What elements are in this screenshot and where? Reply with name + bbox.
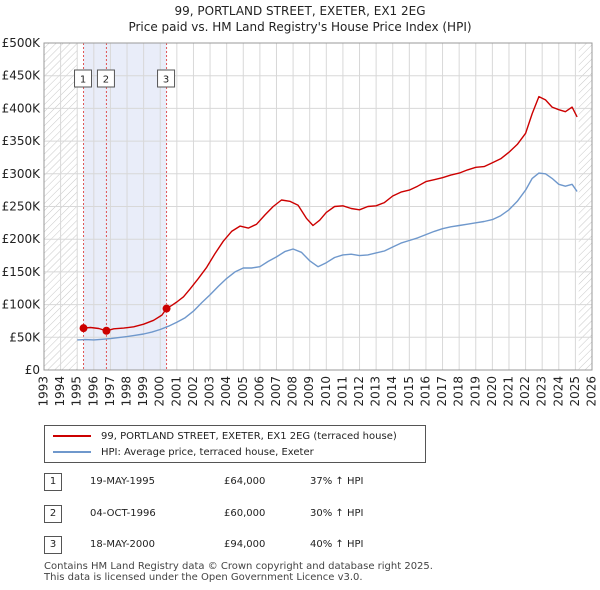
sale-marker-box — [96, 69, 115, 88]
x-tick-label: 1995 — [70, 376, 84, 407]
y-tick-label: £300K — [2, 167, 42, 181]
y-tick-label: £100K — [2, 298, 42, 312]
y-tick-label: £150K — [2, 265, 42, 279]
chart-title: 99, PORTLAND STREET, EXETER, EX1 2EG — [174, 4, 426, 18]
y-tick-label: £350K — [2, 134, 42, 148]
transaction-price: £64,000 — [224, 476, 266, 487]
x-tick-label: 2026 — [585, 376, 599, 407]
transaction-price: £94,000 — [224, 539, 266, 550]
y-tick-label: £400K — [2, 101, 42, 115]
y-tick-label: £500K — [2, 36, 42, 50]
transaction-number: 1 — [44, 473, 62, 491]
y-tick-label: £50K — [9, 330, 41, 344]
x-tick-label: 2017 — [435, 376, 449, 407]
plot-border — [43, 42, 593, 371]
y-tick-label: £250K — [2, 200, 42, 214]
transaction-price: £60,000 — [224, 508, 266, 519]
x-tick-label: 1998 — [120, 376, 134, 407]
transaction-number: 3 — [44, 536, 62, 554]
x-tick-label: 2019 — [468, 376, 482, 407]
x-tick-label: 2005 — [236, 376, 250, 407]
sale-marker-box — [157, 69, 176, 88]
x-tick-label: 2022 — [518, 376, 532, 407]
x-tick-label: 2020 — [485, 376, 499, 407]
x-tick-label: 2021 — [501, 376, 515, 407]
x-tick-label: 2002 — [186, 376, 200, 407]
x-tick-label: 2025 — [568, 376, 582, 407]
transaction-hpi: 37% ↑ HPI — [310, 476, 364, 487]
transaction-date: 19-MAY-1995 — [90, 476, 156, 487]
x-tick-label: 2001 — [169, 376, 183, 407]
chart-subtitle: Price paid vs. HM Land Registry's House … — [128, 20, 472, 34]
x-tick-label: 2010 — [319, 376, 333, 407]
x-tick-label: 2023 — [535, 376, 549, 407]
x-tick-label: 2024 — [551, 376, 565, 407]
x-tick-label: 2004 — [219, 376, 233, 407]
x-tick-label: 2009 — [302, 376, 316, 407]
sale-point — [162, 304, 171, 313]
x-tick-label: 2014 — [385, 376, 399, 407]
y-tick-label: £0 — [25, 363, 40, 377]
sale-marker-box — [74, 69, 93, 88]
x-tick-label: 2012 — [352, 376, 366, 407]
hpi-line — [77, 172, 578, 341]
sale-marker-label: 1 — [80, 75, 86, 86]
x-tick-label: 2008 — [286, 376, 300, 407]
x-tick-label: 2013 — [369, 376, 383, 407]
transaction-date: 04-OCT-1996 — [90, 508, 156, 519]
x-tick-label: 2018 — [452, 376, 466, 407]
legend-label-hpi: HPI: Average price, terraced house, Exet… — [101, 446, 314, 458]
x-tick-label: 2003 — [203, 376, 217, 407]
x-tick-label: 2007 — [269, 376, 283, 407]
footer-license: This data is licensed under the Open Gov… — [44, 572, 363, 583]
legend-item-property: 99, PORTLAND STREET, EXETER, EX1 2EG (te… — [53, 429, 397, 443]
legend-swatch-property — [53, 435, 91, 437]
x-tick-label: 2000 — [153, 376, 167, 407]
sale-marker-label: 2 — [103, 75, 109, 86]
x-tick-label: 1999 — [136, 376, 150, 407]
chart-legend: 99, PORTLAND STREET, EXETER, EX1 2EG (te… — [44, 425, 426, 463]
legend-swatch-hpi — [53, 451, 91, 453]
x-tick-label: 1993 — [37, 376, 51, 407]
y-tick-label: £450K — [2, 69, 42, 83]
transaction-hpi: 40% ↑ HPI — [310, 539, 364, 550]
x-tick-label: 2011 — [335, 376, 349, 407]
sale-point — [79, 324, 88, 333]
x-tick-label: 1996 — [86, 376, 100, 407]
sale-marker-label: 3 — [163, 75, 169, 86]
transaction-hpi: 30% ↑ HPI — [310, 508, 364, 519]
x-tick-label: 2016 — [418, 376, 432, 407]
footer: Contains HM Land Registry data © Crown c… — [44, 561, 433, 583]
transaction-date: 18-MAY-2000 — [90, 539, 156, 550]
y-tick-label: £200K — [2, 232, 42, 246]
legend-item-hpi: HPI: Average price, terraced house, Exet… — [53, 445, 314, 459]
x-tick-label: 2015 — [402, 376, 416, 407]
x-tick-label: 1997 — [103, 376, 117, 407]
transaction-number: 2 — [44, 505, 62, 523]
footer-copyright: Contains HM Land Registry data © Crown c… — [44, 561, 433, 572]
price-chart: 1 2 3 £0 £50K £100K £150K £200K £250K £300K £350K… — [2, 36, 599, 407]
x-tick-label: 2006 — [252, 376, 266, 407]
x-tick-label: 1994 — [53, 376, 67, 407]
sale-point — [102, 326, 111, 335]
legend-label-property: 99, PORTLAND STREET, EXETER, EX1 2EG (te… — [101, 430, 397, 442]
